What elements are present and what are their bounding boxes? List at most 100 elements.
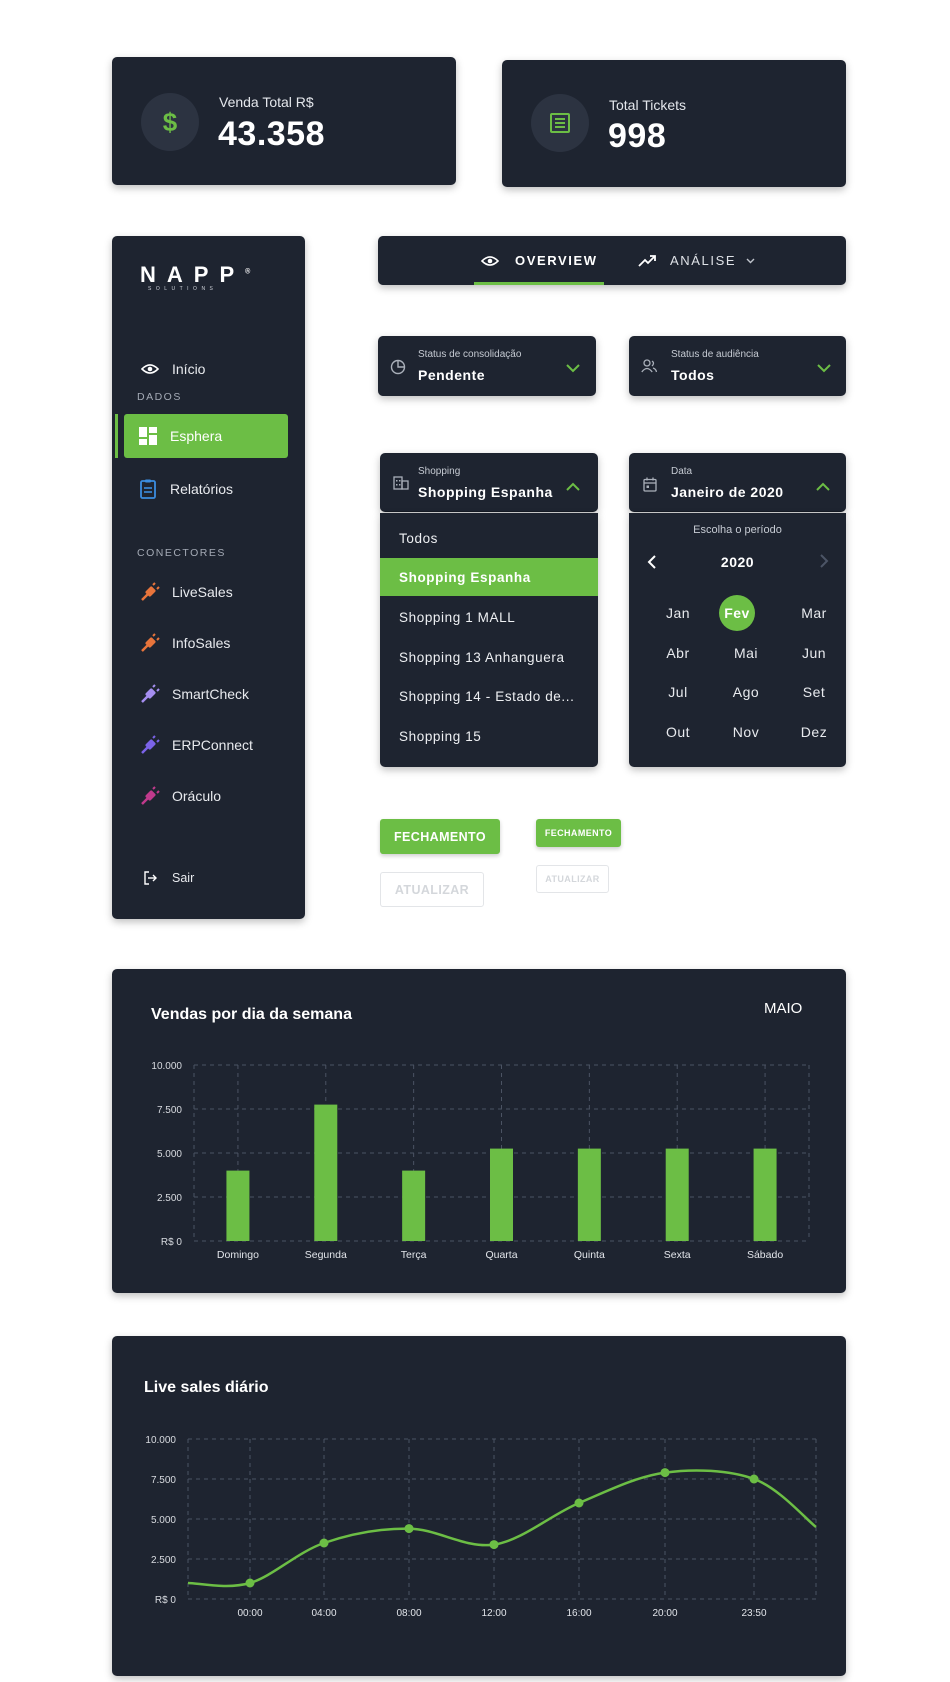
data-point (489, 1540, 499, 1550)
bar (577, 1148, 601, 1241)
bar-chart-card: Vendas por dia da semana MAIO R$ 0 2.500 5… (112, 969, 846, 1293)
tab-analise[interactable]: ANÁLISE (638, 236, 755, 285)
sidebar-item-oraculo[interactable]: Oráculo (124, 774, 288, 818)
section-label-dados: DADOS (137, 391, 182, 403)
month-mar[interactable]: Mar (801, 605, 827, 621)
dropdown-option[interactable]: Shopping 15 (399, 728, 482, 744)
logo-subtitle: SOLUTIONS (148, 286, 218, 292)
line-chart-card: Live sales diário R$ 0 2.500 5.000 7.500 10.… (112, 1336, 846, 1676)
dropdown-option[interactable]: Shopping 14 - Estado de... (399, 688, 575, 704)
atualizar-button-small[interactable]: ATUALIZAR (536, 865, 609, 893)
chevron-down-icon (566, 360, 580, 378)
chevron-up-icon (566, 478, 580, 496)
fechamento-button-small[interactable]: FECHAMENTO (536, 819, 621, 847)
dropdown-option-selected[interactable]: Shopping Espanha (380, 558, 598, 596)
chevron-left-icon[interactable] (647, 555, 657, 574)
data-point (749, 1474, 759, 1484)
x-tick-label: Segunda (305, 1249, 347, 1261)
y-tick-label: 7.500 (157, 1105, 182, 1116)
select-label: Data (671, 466, 693, 477)
x-tick-label: Sexta (664, 1249, 691, 1261)
stat-label: Venda Total R$ (219, 94, 314, 110)
month-out[interactable]: Out (665, 724, 691, 740)
select-label: Status de consolidação (418, 349, 522, 360)
data-point (404, 1524, 414, 1534)
dropdown-option[interactable]: Todos (399, 530, 439, 546)
sidebar-item-relatorios[interactable]: Relatórios (124, 467, 288, 511)
chevron-up-icon (816, 478, 830, 496)
plug-icon (140, 786, 160, 806)
stat-value: 998 (608, 117, 667, 155)
select-value: Shopping Espanha (418, 484, 553, 500)
stat-label: Total Tickets (609, 97, 687, 113)
y-tick-label: 10.000 (145, 1435, 176, 1446)
plug-icon (140, 633, 160, 653)
chevron-right-icon[interactable] (819, 554, 829, 573)
sidebar-item-erpconnect[interactable]: ERPConnect (124, 723, 288, 767)
x-tick-label: Sábado (747, 1249, 783, 1261)
picker-caption: Escolha o período (693, 524, 782, 536)
tab-bar: OVERVIEW ANÁLISE (378, 236, 846, 285)
month-jan[interactable]: Jan (665, 605, 691, 621)
y-tick-label: 2.500 (157, 1193, 182, 1204)
sidebar-item-label: Oráculo (172, 788, 222, 804)
x-tick-label: 23:50 (741, 1608, 766, 1619)
sidebar-item-smartcheck[interactable]: SmartCheck (124, 672, 288, 716)
select-consolidacao[interactable]: Status de consolidação Pendente (378, 336, 596, 396)
trending-up-icon (638, 254, 656, 267)
month-mai[interactable]: Mai (733, 645, 759, 661)
select-value: Janeiro de 2020 (671, 484, 784, 500)
dropdown-option[interactable]: Shopping 1 MALL (399, 609, 516, 625)
stat-card-tickets: Total Tickets 998 (502, 60, 846, 187)
sidebar-item-infosales[interactable]: InfoSales (124, 621, 288, 665)
sidebar-item-label: Esphera (170, 428, 223, 444)
select-shopping[interactable]: Shopping Shopping Espanha (380, 453, 598, 512)
select-data[interactable]: Data Janeiro de 2020 (629, 453, 846, 512)
users-icon (641, 359, 658, 378)
sidebar-item-label: SmartCheck (172, 686, 250, 702)
sidebar-item-livesales[interactable]: LiveSales (124, 570, 288, 614)
shopping-dropdown-list: Todos Shopping Espanha Shopping 1 MALL S… (380, 513, 598, 767)
x-tick-label: 12:00 (481, 1608, 506, 1619)
tab-label: ANÁLISE (670, 253, 737, 268)
sidebar-item-inicio[interactable]: Início (124, 347, 288, 391)
chart-title: Live sales diário (144, 1379, 269, 1396)
y-tick-label: R$ 0 (161, 1237, 183, 1248)
logo-text: NAPP (140, 262, 246, 287)
fechamento-button[interactable]: FECHAMENTO (380, 819, 500, 854)
month-set[interactable]: Set (802, 684, 826, 700)
data-point (660, 1468, 670, 1478)
x-tick-label: Terça (401, 1249, 427, 1261)
month-dez[interactable]: Dez (800, 724, 828, 740)
stat-card-sales: $ Venda Total R$ 43.358 (112, 57, 456, 185)
sidebar-item-label: LiveSales (172, 584, 233, 600)
y-tick-label: 7.500 (151, 1475, 176, 1486)
bar (402, 1170, 426, 1241)
sidebar-item-esphera[interactable]: Esphera (124, 414, 288, 458)
month-fev[interactable]: Fev (719, 595, 755, 631)
month-jul[interactable]: Jul (668, 684, 688, 700)
tab-overview[interactable]: OVERVIEW (481, 236, 598, 285)
napp-logo: NAPP® SOLUTIONS (140, 262, 250, 292)
calendar-icon (643, 477, 657, 497)
x-tick-label: 00:00 (237, 1608, 262, 1619)
x-tick-label: 16:00 (566, 1608, 591, 1619)
month-ago[interactable]: Ago (732, 684, 760, 700)
eye-icon (481, 255, 499, 267)
atualizar-button[interactable]: ATUALIZAR (380, 872, 484, 907)
receipt-icon (531, 94, 589, 152)
data-point (574, 1498, 584, 1508)
select-audiencia[interactable]: Status de audiência Todos (629, 336, 846, 396)
bar (753, 1148, 777, 1241)
tab-active-underline (474, 282, 604, 285)
sidebar-item-sair[interactable]: Sair (124, 856, 288, 900)
plug-icon (140, 684, 160, 704)
select-label: Status de audiência (671, 349, 759, 360)
month-nov[interactable]: Nov (732, 724, 760, 740)
pie-chart-icon (390, 359, 406, 380)
select-label: Shopping (418, 466, 461, 477)
month-jun[interactable]: Jun (801, 645, 827, 661)
sidebar-item-label: Sair (172, 871, 195, 885)
dropdown-option[interactable]: Shopping 13 Anhanguera (399, 649, 565, 665)
month-abr[interactable]: Abr (666, 645, 690, 661)
